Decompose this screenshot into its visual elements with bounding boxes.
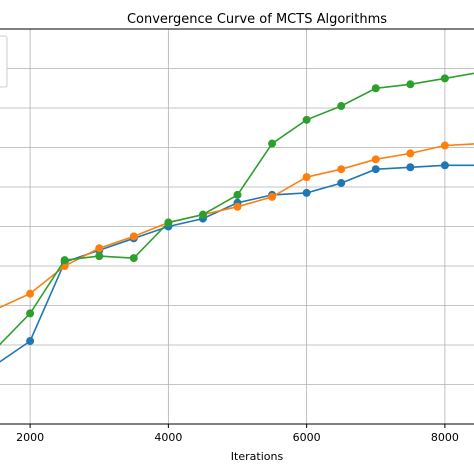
legend-box — [0, 35, 8, 88]
data-point — [337, 165, 346, 174]
grid-lines — [0, 28, 474, 424]
data-point — [337, 102, 346, 111]
data-point — [164, 218, 173, 227]
series-lines — [0, 72, 474, 363]
chart-title: Convergence Curve of MCTS Algorithms — [127, 12, 387, 27]
data-point — [233, 202, 242, 211]
data-point — [233, 190, 242, 199]
data-point — [26, 337, 35, 346]
data-point — [440, 74, 449, 83]
data-point — [268, 192, 277, 201]
data-point — [129, 232, 138, 241]
data-point — [60, 256, 69, 265]
data-point — [95, 244, 104, 253]
x-tick-label: 2000 — [16, 431, 44, 444]
data-point — [95, 252, 104, 261]
x-tick-label: 6000 — [293, 431, 321, 444]
x-axis-label: Iterations — [231, 450, 284, 463]
data-point — [26, 309, 35, 318]
data-point — [198, 210, 207, 219]
data-point — [129, 254, 138, 263]
data-point — [302, 115, 311, 124]
data-point — [26, 289, 35, 298]
plot-frame — [0, 28, 474, 425]
data-point — [302, 188, 311, 197]
data-point — [302, 173, 311, 182]
data-point — [371, 84, 380, 93]
data-point — [406, 163, 415, 172]
x-ticks: 2000 4000 6000 8000 — [16, 424, 459, 444]
series-3 — [0, 72, 474, 346]
data-point — [371, 155, 380, 164]
data-point — [406, 80, 415, 89]
data-point — [337, 179, 346, 188]
axes — [0, 28, 474, 425]
data-point — [268, 139, 277, 148]
data-point — [406, 149, 415, 158]
x-tick-label: 4000 — [154, 431, 182, 444]
data-point — [440, 141, 449, 150]
data-point — [440, 161, 449, 170]
data-point — [371, 165, 380, 174]
x-tick-label: 8000 — [431, 431, 459, 444]
